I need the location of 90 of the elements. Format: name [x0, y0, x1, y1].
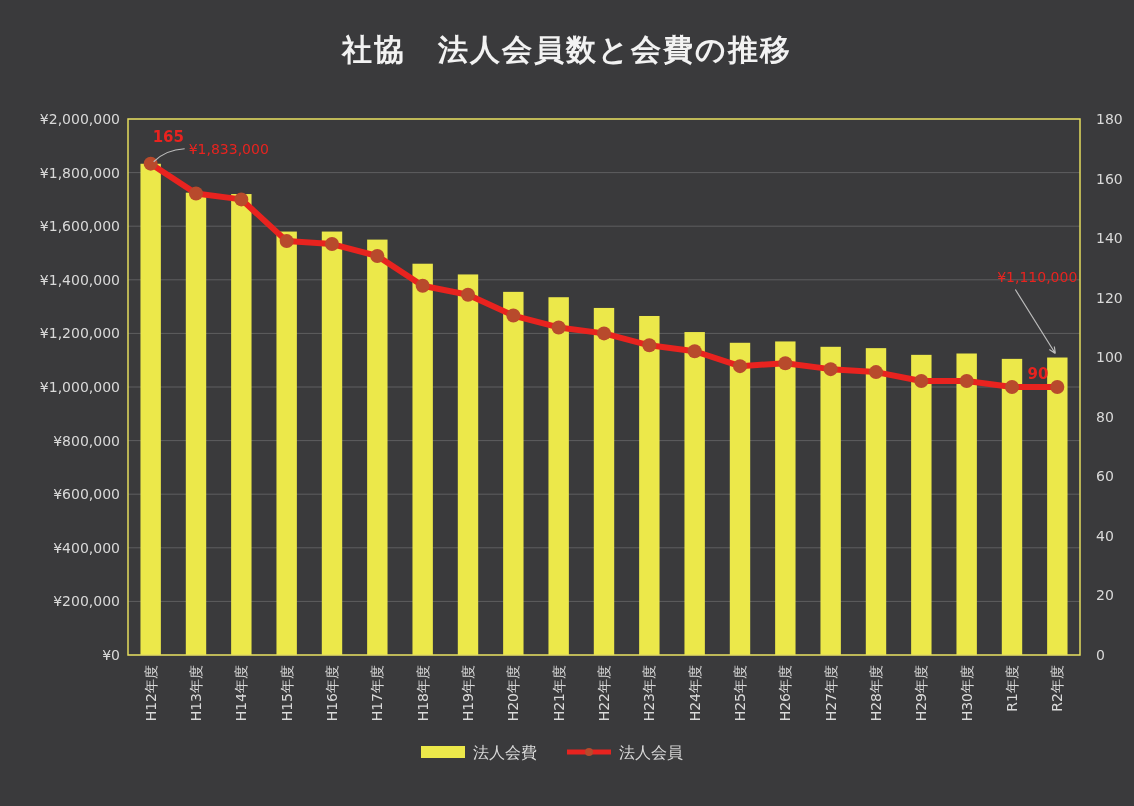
y-tick-label: ¥200,000	[53, 593, 120, 610]
bar	[276, 231, 297, 655]
point	[506, 308, 521, 323]
point	[823, 362, 838, 377]
y2-tick-label: 160	[1096, 170, 1123, 187]
x-tick-label: R2年度	[1049, 665, 1066, 712]
y-tick-label: ¥0	[102, 647, 120, 663]
point	[551, 320, 566, 335]
x-tick-label: H15年度	[278, 665, 295, 722]
point	[325, 237, 339, 252]
y-tick-label: ¥1,600,000	[39, 218, 120, 235]
y2-tick-label: 20	[1096, 587, 1114, 604]
bar	[321, 231, 343, 655]
point	[959, 374, 974, 389]
x-tick-label: H17年度	[369, 665, 386, 722]
bar	[593, 307, 615, 655]
y2-tick-label: 80	[1096, 408, 1114, 425]
x-tick-label: H13年度	[188, 665, 204, 722]
bar	[911, 354, 932, 655]
x-tick-label: H25年度	[732, 665, 748, 722]
x-tick-label: H29年度	[913, 665, 930, 722]
y2-tick-label: 40	[1096, 527, 1114, 544]
bar	[684, 332, 705, 655]
y-tick-label: ¥1,000,000	[39, 379, 120, 395]
bar	[820, 346, 841, 655]
bar	[1001, 358, 1023, 655]
point	[778, 356, 793, 371]
bar	[412, 263, 433, 655]
x-tick-label: H20年度	[505, 665, 522, 722]
point	[189, 186, 203, 201]
x-tick-label: H27年度	[822, 665, 839, 722]
x-tick-label: H19年度	[460, 665, 476, 722]
y-tick-label: ¥1,800,000	[39, 164, 120, 181]
legend-label: 法人会費	[473, 743, 537, 762]
point	[1050, 380, 1065, 394]
point	[642, 338, 657, 353]
x-tick-label: H21年度	[550, 665, 567, 722]
point	[597, 326, 611, 341]
data-label: ¥1,833,000	[188, 140, 269, 157]
chart-title: 社協 法人会員数と会費の推移	[341, 32, 792, 67]
bar	[729, 342, 751, 655]
y2-tick-label: 180	[1096, 111, 1123, 127]
bar	[956, 353, 977, 655]
x-tick-label: H24年度	[686, 665, 703, 722]
bar	[503, 291, 524, 655]
bar	[639, 315, 660, 655]
x-tick-label: H12年度	[142, 665, 159, 722]
x-tick-label: H26年度	[777, 665, 794, 722]
point	[234, 192, 249, 207]
point	[415, 278, 430, 293]
y-tick-label: ¥1,400,000	[39, 271, 120, 288]
bar	[231, 194, 252, 655]
x-tick-label: H18年度	[414, 665, 431, 722]
point	[1005, 380, 1019, 394]
x-tick-label: H22年度	[596, 665, 612, 722]
bar	[548, 297, 569, 655]
y-tick-label: ¥1,200,000	[39, 325, 120, 342]
bar	[367, 239, 388, 655]
bar	[865, 348, 887, 655]
x-tick-label: H23年度	[641, 665, 658, 722]
bar	[1047, 357, 1068, 655]
point	[733, 359, 747, 374]
bar	[140, 163, 161, 655]
bar	[185, 192, 207, 655]
x-tick-label: H16年度	[324, 665, 340, 722]
data-label: 165	[152, 127, 184, 146]
point	[914, 374, 929, 389]
point	[869, 365, 883, 380]
point	[370, 248, 385, 263]
x-tick-label: H30年度	[958, 665, 975, 722]
y2-tick-label: 140	[1096, 230, 1123, 247]
x-tick-label: R1年度	[1004, 665, 1020, 712]
point	[687, 344, 702, 359]
point	[279, 234, 294, 249]
bar	[775, 341, 796, 655]
y2-tick-label: 120	[1096, 289, 1123, 306]
x-tick-label: H14年度	[233, 665, 250, 722]
data-label: ¥1,110,000	[997, 268, 1078, 285]
y2-tick-label: 60	[1096, 468, 1114, 485]
y-tick-label: ¥600,000	[53, 486, 120, 503]
point	[143, 156, 158, 171]
y2-tick-label: 100	[1096, 349, 1123, 366]
bar	[457, 274, 479, 655]
y-tick-label: ¥2,000,000	[39, 111, 120, 127]
legend-label: 法人会員	[619, 743, 683, 762]
y2-tick-label: 0	[1096, 647, 1105, 663]
x-tick-label: H28年度	[868, 665, 884, 722]
y-tick-label: ¥800,000	[53, 432, 120, 449]
y-tick-label: ¥400,000	[53, 539, 120, 556]
point	[461, 287, 475, 302]
